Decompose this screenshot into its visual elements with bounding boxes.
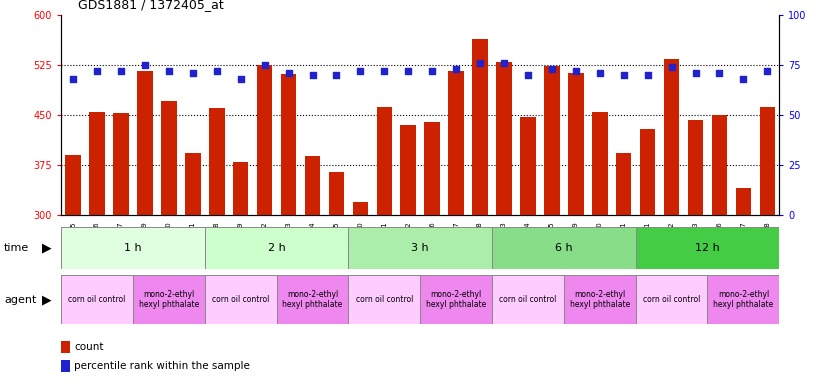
Bar bbox=[61, 275, 133, 324]
Bar bbox=[492, 275, 564, 324]
Text: corn oil control: corn oil control bbox=[356, 295, 413, 304]
Bar bbox=[65, 155, 81, 215]
Point bbox=[641, 72, 654, 78]
Bar bbox=[113, 113, 129, 215]
Point bbox=[761, 68, 774, 74]
Bar bbox=[760, 107, 775, 215]
Point bbox=[713, 70, 726, 76]
Bar bbox=[348, 227, 492, 269]
Point bbox=[426, 68, 439, 74]
Bar bbox=[688, 120, 703, 215]
Bar bbox=[568, 73, 583, 215]
Bar bbox=[592, 112, 608, 215]
Bar bbox=[61, 227, 205, 269]
Bar bbox=[564, 275, 636, 324]
Point bbox=[162, 68, 175, 74]
Point bbox=[378, 68, 391, 74]
Bar bbox=[277, 275, 348, 324]
Text: ▶: ▶ bbox=[42, 241, 52, 254]
Bar bbox=[544, 66, 560, 215]
Bar bbox=[137, 71, 153, 215]
Point bbox=[67, 76, 80, 82]
Bar bbox=[424, 122, 440, 215]
Point bbox=[473, 60, 486, 66]
Text: time: time bbox=[4, 243, 29, 253]
Text: corn oil control: corn oil control bbox=[69, 295, 126, 304]
Bar bbox=[636, 275, 707, 324]
Text: mono-2-ethyl
hexyl phthalate: mono-2-ethyl hexyl phthalate bbox=[426, 290, 486, 309]
Bar bbox=[496, 62, 512, 215]
Point bbox=[665, 64, 678, 70]
Bar bbox=[348, 275, 420, 324]
Text: count: count bbox=[74, 342, 104, 352]
Bar bbox=[636, 227, 779, 269]
Bar bbox=[61, 341, 70, 353]
Text: mono-2-ethyl
hexyl phthalate: mono-2-ethyl hexyl phthalate bbox=[282, 290, 343, 309]
Bar bbox=[209, 108, 224, 215]
Bar bbox=[205, 275, 277, 324]
Bar bbox=[520, 116, 536, 215]
Bar bbox=[185, 153, 201, 215]
Bar bbox=[257, 65, 273, 215]
Bar bbox=[281, 74, 296, 215]
Bar bbox=[161, 101, 177, 215]
Point bbox=[498, 60, 511, 66]
Bar bbox=[376, 106, 392, 215]
Text: mono-2-ethyl
hexyl phthalate: mono-2-ethyl hexyl phthalate bbox=[713, 290, 774, 309]
Bar bbox=[353, 202, 368, 215]
Point bbox=[211, 68, 224, 74]
Text: corn oil control: corn oil control bbox=[212, 295, 269, 304]
Text: 6 h: 6 h bbox=[555, 243, 573, 253]
Point bbox=[570, 68, 583, 74]
Point bbox=[354, 68, 367, 74]
Bar bbox=[420, 275, 492, 324]
Bar bbox=[233, 162, 249, 215]
Point bbox=[282, 70, 295, 76]
Point bbox=[91, 68, 104, 74]
Text: percentile rank within the sample: percentile rank within the sample bbox=[74, 361, 250, 371]
Text: agent: agent bbox=[4, 295, 37, 305]
Bar bbox=[492, 227, 636, 269]
Bar bbox=[89, 112, 105, 215]
Bar bbox=[304, 156, 321, 215]
Bar bbox=[448, 71, 464, 215]
Bar bbox=[640, 129, 655, 215]
Point bbox=[139, 62, 152, 68]
Bar bbox=[61, 360, 70, 372]
Point bbox=[617, 72, 630, 78]
Text: mono-2-ethyl
hexyl phthalate: mono-2-ethyl hexyl phthalate bbox=[570, 290, 630, 309]
Text: corn oil control: corn oil control bbox=[643, 295, 700, 304]
Bar bbox=[616, 153, 632, 215]
Text: GDS1881 / 1372405_at: GDS1881 / 1372405_at bbox=[78, 0, 224, 12]
Text: 12 h: 12 h bbox=[695, 243, 720, 253]
Text: corn oil control: corn oil control bbox=[499, 295, 557, 304]
Bar bbox=[663, 59, 680, 215]
Bar bbox=[707, 275, 779, 324]
Point bbox=[401, 68, 415, 74]
Text: mono-2-ethyl
hexyl phthalate: mono-2-ethyl hexyl phthalate bbox=[139, 290, 199, 309]
Point bbox=[450, 66, 463, 72]
Bar bbox=[133, 275, 205, 324]
Point bbox=[689, 70, 702, 76]
Point bbox=[114, 68, 127, 74]
Bar bbox=[735, 189, 752, 215]
Text: 2 h: 2 h bbox=[268, 243, 286, 253]
Point bbox=[737, 76, 750, 82]
Text: 3 h: 3 h bbox=[411, 243, 429, 253]
Point bbox=[593, 70, 606, 76]
Text: ▶: ▶ bbox=[42, 293, 52, 306]
Point bbox=[521, 72, 534, 78]
Bar bbox=[205, 227, 348, 269]
Point bbox=[330, 72, 343, 78]
Bar bbox=[401, 124, 416, 215]
Point bbox=[186, 70, 199, 76]
Bar bbox=[712, 115, 727, 215]
Bar bbox=[472, 39, 488, 215]
Point bbox=[258, 62, 271, 68]
Bar bbox=[329, 172, 344, 215]
Point bbox=[234, 76, 247, 82]
Point bbox=[545, 66, 558, 72]
Text: 1 h: 1 h bbox=[124, 243, 142, 253]
Point bbox=[306, 72, 319, 78]
